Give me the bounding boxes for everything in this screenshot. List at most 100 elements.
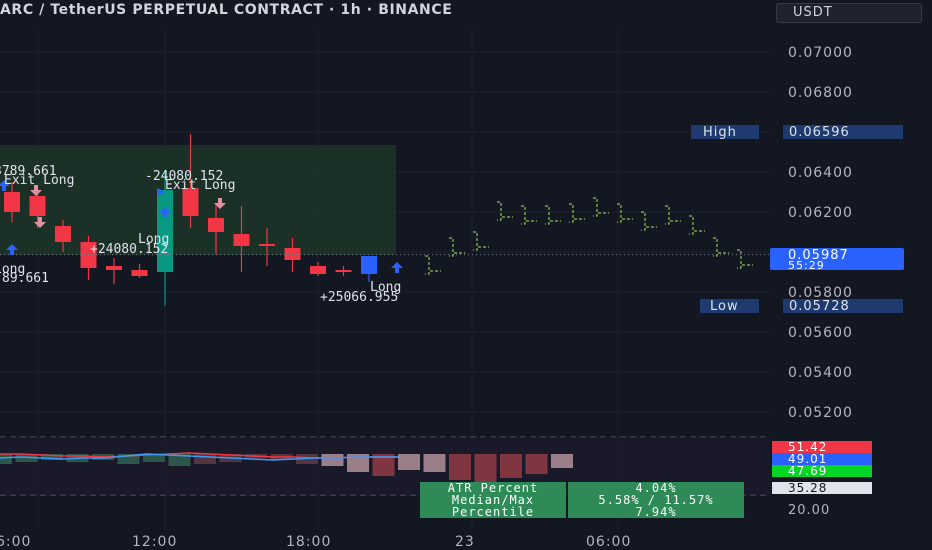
entry-marker-icon — [157, 188, 165, 196]
bar-countdown: 55:29 — [788, 259, 825, 272]
candle-body — [259, 244, 275, 246]
candle-body — [4, 192, 20, 212]
indicator-value-badge — [772, 482, 872, 494]
current-price-value: 0.05987 — [788, 248, 849, 263]
price-axis-tick: 0.05400 — [788, 365, 853, 381]
time-axis-tick: 06:00 — [586, 534, 631, 550]
candle-body — [335, 270, 352, 272]
indicator-histogram-bar — [194, 454, 216, 464]
indicator-axis-tick: 20.00 — [788, 503, 830, 518]
price-axis-tick: 0.05800 — [788, 285, 853, 301]
time-axis-tick: 6:00 — [0, 534, 31, 550]
atr-percent-label: ATR Percent — [420, 482, 566, 494]
median-max-label: Median/Max — [420, 494, 566, 506]
price-axis-tick: 0.06400 — [788, 165, 853, 181]
indicator-histogram-bar — [423, 454, 446, 472]
trade-label: Long — [0, 262, 25, 277]
candle-body — [284, 248, 301, 260]
atr-row-median: Median/Max 5.58% / 11.57% — [420, 494, 744, 506]
indicator-value: 35.28 — [788, 481, 827, 495]
low-value-badge — [783, 299, 903, 313]
indicator-histogram-bar — [168, 454, 191, 466]
projection-marker — [713, 237, 718, 257]
indicator-histogram-bar — [551, 454, 573, 468]
indicator-histogram-bar — [398, 454, 420, 470]
indicator-histogram-bar — [449, 454, 471, 480]
projection-marker — [737, 249, 742, 269]
indicator-histogram-bar — [347, 454, 369, 472]
indicator-histogram-bar — [474, 454, 497, 486]
projection-marker — [617, 203, 622, 223]
candle-body — [361, 256, 377, 274]
percentile-label: Percentile — [420, 506, 566, 518]
indicator-histogram-bar — [143, 454, 165, 462]
low-label-badge — [700, 299, 759, 313]
projection-marker — [665, 205, 670, 225]
trade-label: Exit Long — [165, 178, 235, 193]
candle-body — [233, 234, 250, 246]
time-axis-tick: 18:00 — [286, 534, 331, 550]
trade-label: Exit Long — [4, 173, 74, 188]
indicator-histogram-bar — [117, 454, 140, 464]
time-axis-tick: 23 — [455, 534, 475, 550]
indicator-line-blue — [0, 453, 399, 461]
candle-body — [131, 270, 148, 276]
indicator-value: 51.42 — [788, 440, 827, 454]
indicator-histogram-bar — [41, 454, 63, 460]
projection-marker — [449, 237, 454, 257]
long-entry-arrow-icon — [0, 180, 10, 191]
high-value-badge — [783, 125, 903, 139]
trade-label: Long — [138, 232, 169, 247]
percentile-value: 7.94% — [568, 506, 744, 518]
current-price-badge — [770, 248, 904, 270]
price-axis-tick: 0.06800 — [788, 85, 853, 101]
trade-label: +25066.955 — [320, 290, 398, 305]
candle-body — [29, 196, 46, 216]
long-entry-arrow-icon — [6, 244, 18, 255]
low-label: Low — [710, 299, 739, 314]
low-value: 0.05728 — [789, 299, 850, 314]
projection-marker — [689, 215, 694, 235]
projection-marker — [545, 205, 550, 225]
price-axis-tick: 0.05200 — [788, 405, 853, 421]
trade-label: 3789.661 — [0, 164, 57, 179]
time-axis-tick: 12:00 — [132, 534, 177, 550]
indicator-value-badge — [772, 441, 872, 453]
projection-marker — [593, 197, 598, 217]
atr-stats-table: ATR Percent 4.04% Median/Max 5.58% / 11.… — [418, 482, 746, 518]
atr-row-percent: ATR Percent 4.04% — [420, 482, 744, 494]
price-axis-tick: 0.05600 — [788, 325, 853, 341]
projection-marker — [569, 203, 574, 223]
indicator-value-badge — [772, 453, 872, 465]
exit-long-arrow-icon — [30, 185, 42, 196]
indicator-value: 47.69 — [788, 464, 827, 478]
projection-marker — [425, 255, 430, 275]
trade-label: 89.661 — [2, 271, 49, 286]
exit-long-arrow-icon — [214, 198, 226, 209]
projection-marker — [497, 201, 502, 221]
price-axis-tick: 0.06200 — [788, 205, 853, 221]
long-entry-arrow-icon — [391, 262, 403, 273]
indicator-value: 49.01 — [788, 452, 827, 466]
currency-selector-button[interactable]: USDT — [776, 3, 922, 23]
projection-marker — [521, 205, 526, 225]
indicator-histogram-bar — [500, 454, 522, 478]
candle-body — [208, 218, 224, 232]
high-value: 0.06596 — [789, 125, 850, 140]
projection-marker — [641, 211, 646, 231]
high-label-badge — [691, 125, 759, 139]
projection-marker — [473, 231, 478, 251]
candle-body — [310, 266, 326, 274]
long-entry-arrow-icon — [159, 207, 171, 218]
atr-row-percentile: Percentile 7.94% — [420, 506, 744, 518]
chart-title: ARC / TetherUS PERPETUAL CONTRACT · 1h ·… — [0, 2, 453, 18]
median-max-value: 5.58% / 11.57% — [568, 494, 744, 506]
candle-body — [182, 188, 199, 216]
high-label: High — [703, 125, 737, 140]
candle-body — [106, 266, 122, 270]
indicator-histogram-bar — [321, 454, 344, 466]
indicator-value-badge — [772, 465, 872, 477]
indicator-histogram-bar — [525, 454, 548, 474]
exit-long-arrow-icon — [34, 217, 46, 228]
